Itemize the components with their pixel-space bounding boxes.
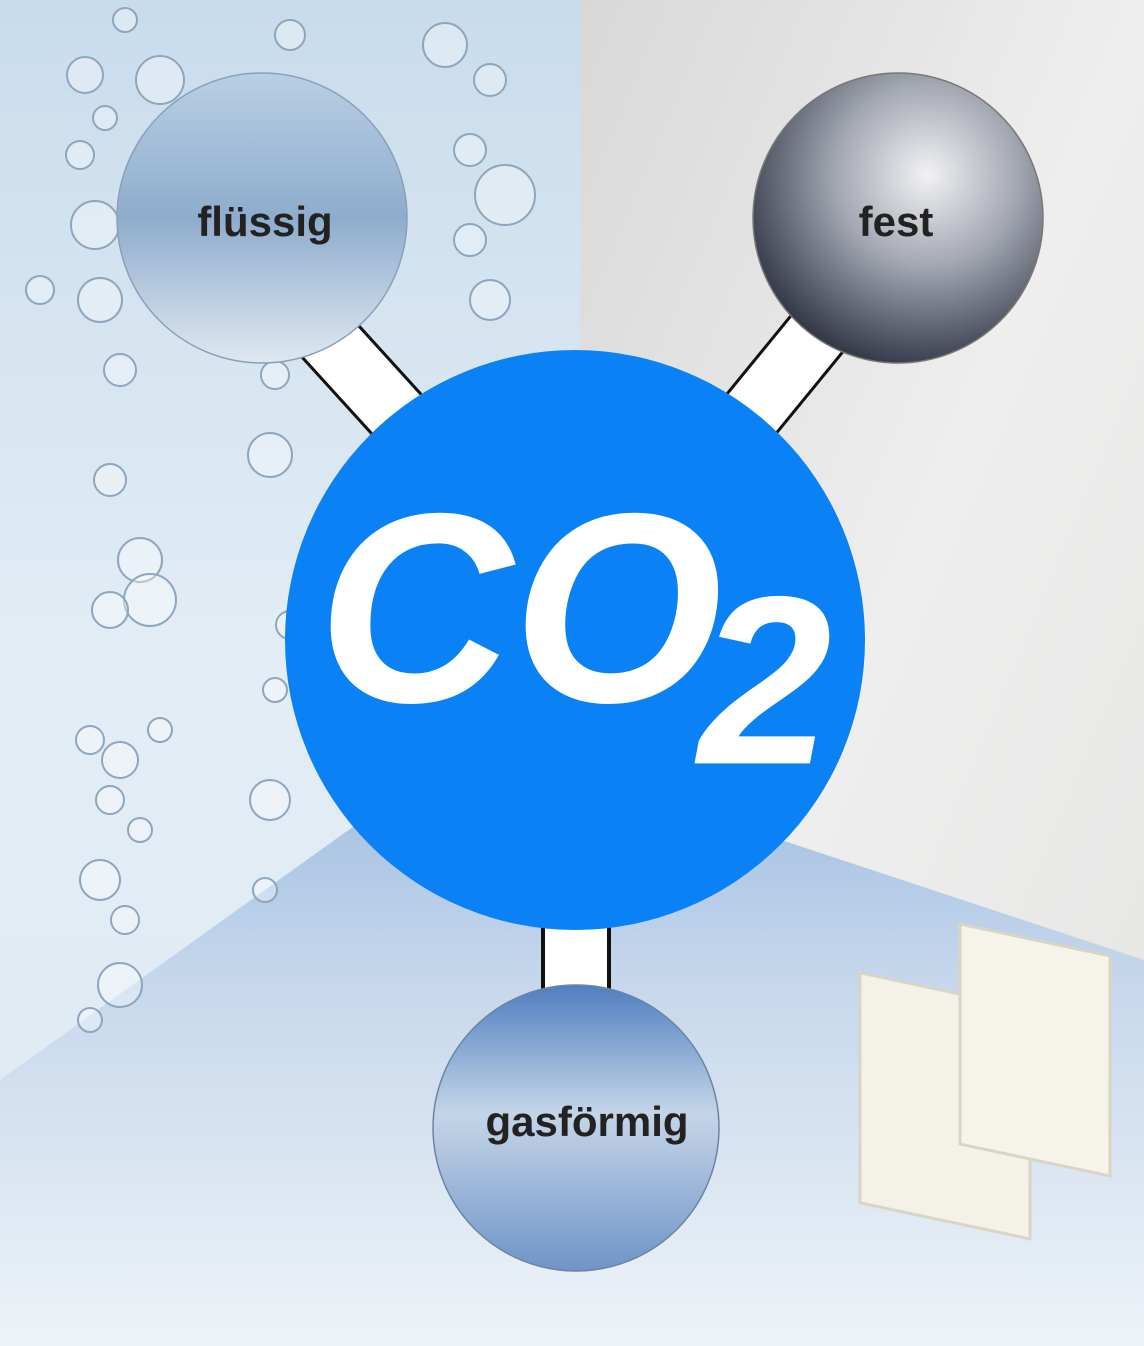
bubble [148, 718, 172, 742]
node-label: gasförmig [485, 1098, 688, 1145]
bubble [261, 361, 289, 389]
node-label: fest [859, 198, 934, 245]
diagram: CO 2 flüssig fest gasförmig [0, 0, 1144, 1346]
bubble [136, 56, 184, 104]
bubble [76, 726, 104, 754]
bubble [78, 1008, 102, 1032]
bubble [454, 134, 486, 166]
bubble [93, 106, 117, 130]
bubble [66, 141, 94, 169]
bubble [96, 786, 124, 814]
bubble [111, 906, 139, 934]
node-label: flüssig [197, 198, 332, 245]
bubble [454, 224, 486, 256]
co2-subscript: 2 [694, 546, 831, 814]
bubble [92, 592, 128, 628]
co2-text: CO [318, 458, 723, 759]
bubble [128, 818, 152, 842]
bubble [474, 64, 506, 96]
page: CO 2 flüssig fest gasförmig (() => { con… [0, 0, 1144, 1346]
bubble [98, 963, 142, 1007]
bubble [26, 276, 54, 304]
bubble [67, 57, 103, 93]
bubble [250, 780, 290, 820]
bubble [423, 23, 467, 67]
bubble [248, 433, 292, 477]
bubble [253, 878, 277, 902]
bubble [78, 278, 122, 322]
bubble [124, 574, 176, 626]
bubble [263, 678, 287, 702]
bubble [113, 8, 137, 32]
bubble [470, 280, 510, 320]
bubble [104, 354, 136, 386]
ice-block [960, 924, 1110, 1176]
bubble [94, 464, 126, 496]
bubble [80, 860, 120, 900]
bubble [475, 165, 535, 225]
bubble [71, 201, 119, 249]
bubble [275, 20, 305, 50]
bubble [102, 742, 138, 778]
